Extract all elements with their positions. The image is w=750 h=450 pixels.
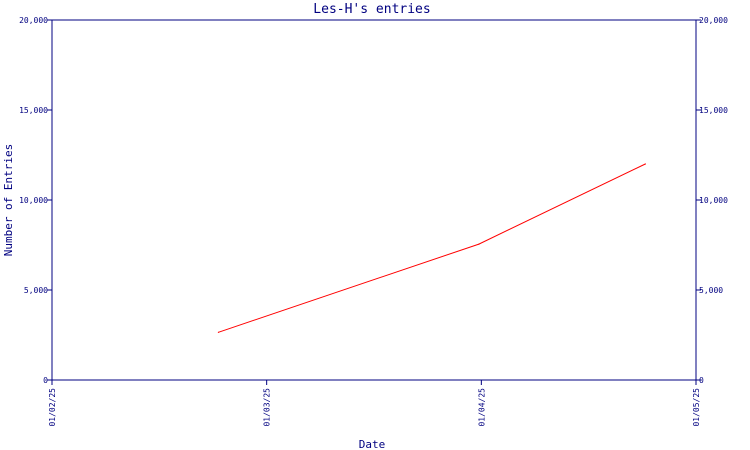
y-axis-label: Number of Entries bbox=[2, 144, 15, 257]
series-line bbox=[218, 163, 646, 333]
y-axis-right: 0 5,000 10,000 15,000 20,000 bbox=[696, 16, 728, 385]
y-tick-label-right: 0 bbox=[699, 376, 704, 385]
x-axis-label: Date bbox=[359, 438, 386, 450]
y-tick-label-right: 10,000 bbox=[699, 196, 728, 205]
data-point bbox=[644, 163, 646, 165]
y-tick-label-left: 5,000 bbox=[24, 286, 48, 295]
chart-title: Les-H's entries bbox=[313, 2, 430, 17]
y-tick-label-right: 20,000 bbox=[699, 16, 728, 25]
data-point bbox=[478, 243, 480, 245]
y-axis-left: 0 5,000 10,000 15,000 20,000 bbox=[19, 16, 52, 385]
x-axis: 01/02/25 01/03/25 01/04/25 01/05/25 bbox=[48, 380, 701, 427]
x-tick-label: 01/02/25 bbox=[48, 388, 57, 427]
y-tick-label-left: 0 bbox=[43, 376, 48, 385]
series-layer bbox=[217, 163, 646, 333]
data-point bbox=[217, 331, 220, 333]
y-tick-label-left: 10,000 bbox=[19, 196, 48, 205]
x-tick-label: 01/05/25 bbox=[692, 388, 701, 427]
plot-area bbox=[51, 19, 697, 381]
y-tick-label-left: 15,000 bbox=[19, 106, 48, 115]
y-tick-label-right: 15,000 bbox=[699, 106, 728, 115]
x-tick-label: 01/03/25 bbox=[263, 388, 272, 427]
y-tick-label-right: 5,000 bbox=[699, 286, 723, 295]
x-tick-label: 01/04/25 bbox=[477, 388, 486, 427]
y-tick-label-left: 20,000 bbox=[19, 16, 48, 25]
